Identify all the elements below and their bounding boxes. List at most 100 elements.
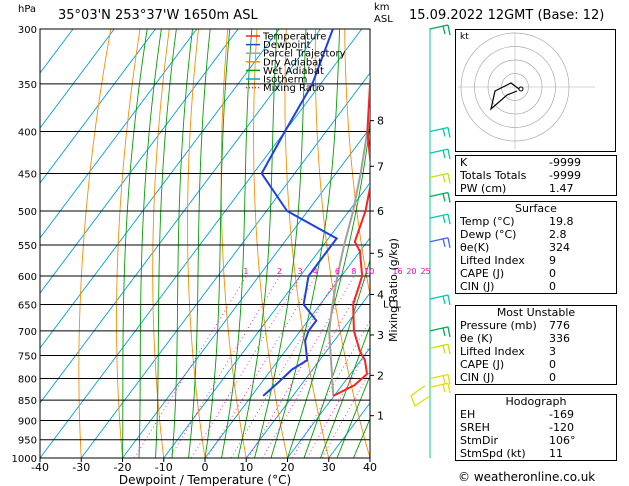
- wind-barb-feather: [442, 295, 446, 305]
- wind-barb-feather: [442, 384, 446, 393]
- wind-barb: [429, 172, 451, 184]
- wind-barb: [429, 294, 451, 306]
- dry-adiabat-line: [78, 29, 112, 458]
- index-label: Totals Totals: [460, 169, 527, 182]
- mixing-ratio-line: [291, 319, 370, 458]
- mixing-ratio-label: 4: [313, 267, 318, 276]
- legend-entry: Parcel Trajectory: [263, 49, 346, 60]
- temperature-tick-label: 0: [202, 461, 209, 474]
- wind-barb-staff: [429, 24, 449, 30]
- pressure-tick-label: 700: [18, 327, 37, 338]
- km-tick-label: 8: [377, 115, 384, 128]
- pressure-tick-label: 500: [18, 207, 37, 218]
- hodo-label: StmSpd (kt): [460, 447, 526, 460]
- wind-barb: [429, 191, 451, 203]
- mixing-ratio-line: [191, 275, 301, 458]
- wind-barb-feather: [447, 24, 451, 36]
- index-value: -9999: [549, 169, 581, 182]
- wind-barb-staff: [429, 237, 449, 243]
- wet-adiabat-line: [204, 29, 231, 458]
- wind-barb-feather: [447, 344, 451, 355]
- mu-label: Pressure (mb): [460, 319, 537, 332]
- wind-barb-staff: [429, 213, 449, 219]
- mixing-ratio-line: [248, 275, 355, 458]
- km-asl-unit-label: km ASL: [374, 2, 393, 26]
- mixing-ratio-axis-label: Mixing Ratio (g/kg): [387, 238, 400, 342]
- pressure-tick-label: 650: [18, 301, 37, 312]
- legend-entry: Temperature: [262, 32, 326, 43]
- temperature-tick-label: -10: [155, 461, 173, 474]
- hodograph: kt: [455, 29, 616, 152]
- wind-barb-feather: [447, 326, 451, 338]
- mixing-ratio-label: 20: [406, 267, 416, 276]
- wet-adiabat-line: [155, 29, 177, 458]
- pressure-tick-label: 450: [18, 169, 37, 180]
- indices-panel: K -9999 Totals Totals -9999 PW (cm) 1.47: [455, 155, 617, 196]
- index-value: 1.47: [549, 182, 574, 195]
- hodo-row: SREH -120: [456, 421, 616, 434]
- surface-label: θe(K): [460, 241, 490, 254]
- mu-value: 0: [549, 371, 556, 384]
- wet-adiabat-line: [336, 374, 370, 458]
- wind-barb-feather: [442, 193, 446, 202]
- surface-title: Surface: [515, 202, 557, 215]
- mu-value: 776: [549, 319, 570, 332]
- index-value: -9999: [549, 156, 581, 169]
- surface-value: 0: [549, 280, 556, 293]
- wind-barb: [429, 343, 451, 355]
- hodograph-trace: [490, 82, 520, 111]
- surface-panel: Surface Temp (°C) 19.8 Dewp (°C) 2.8 θe(K)…: [455, 201, 617, 294]
- index-row-k: K -9999: [456, 156, 616, 169]
- hodo-value: 106°: [549, 434, 576, 447]
- mixing-ratio-line: [169, 275, 281, 458]
- dry-adiabat-line: [116, 29, 141, 458]
- index-row-pw: PW (cm) 1.47: [456, 182, 616, 195]
- wind-barb-feather: [442, 345, 446, 354]
- wind-barb-feather: [447, 148, 451, 160]
- wind-barb-staff: [429, 382, 449, 388]
- pressure-tick-label: 550: [18, 241, 37, 252]
- mixing-ratio-label: 6: [335, 267, 340, 276]
- wind-barb: [429, 237, 451, 248]
- pressure-tick-label: 750: [18, 351, 37, 362]
- mu-label: CAPE (J): [460, 358, 505, 371]
- index-label: PW (cm): [460, 182, 507, 195]
- dry-adiabat-line: [344, 29, 370, 298]
- mixing-ratio-line: [261, 275, 368, 458]
- mu-value: 336: [549, 332, 570, 345]
- surface-label: CAPE (J): [460, 267, 505, 280]
- mixing-ratio-label: 8: [351, 267, 356, 276]
- surface-label: CIN (J): [460, 280, 495, 293]
- mu-row: θe (K) 336: [456, 332, 616, 345]
- isotherm-line: [204, 237, 370, 458]
- storm-motion-marker: [518, 86, 524, 92]
- pressure-tick-label: 350: [18, 80, 37, 91]
- hodograph-kt-label: kt: [460, 32, 469, 42]
- hodo-label: SREH: [460, 421, 490, 434]
- surface-value: 2.8: [549, 228, 567, 241]
- wind-barb-staff: [429, 343, 449, 349]
- wind-barb-staff: [429, 326, 449, 332]
- surface-value: 0: [549, 267, 556, 280]
- dry-adiabat-line: [152, 29, 170, 458]
- isotherm-line: [40, 29, 280, 349]
- asl-label: ASL: [374, 14, 393, 25]
- wind-barb-feather: [447, 374, 451, 385]
- mixing-ratio-label: 25: [420, 267, 430, 276]
- mixing-ratio-label: 3: [297, 267, 302, 276]
- pressure-tick-label: 800: [18, 374, 37, 385]
- temperature-tick-label: 20: [281, 461, 295, 474]
- mixing-ratio-label: 1: [243, 267, 248, 276]
- parcel-trajectory-line: [328, 106, 370, 396]
- index-row-tt: Totals Totals -9999: [456, 169, 616, 182]
- wind-barb-feather: [442, 25, 446, 35]
- most-unstable-panel: Most Unstable Pressure (mb) 776 θe (K) 336…: [455, 305, 617, 385]
- mixing-ratio-line: [134, 275, 247, 458]
- temperature-tick-label: 10: [239, 461, 253, 474]
- isotherm-line: [287, 347, 370, 458]
- datetime-title: 15.09.2022 12GMT (Base: 12): [409, 8, 605, 23]
- wind-barb: [410, 385, 431, 407]
- wind-barb: [429, 213, 451, 225]
- pressure-tick-label: 1000: [12, 454, 37, 465]
- mu-row: CAPE (J) 0: [456, 358, 616, 371]
